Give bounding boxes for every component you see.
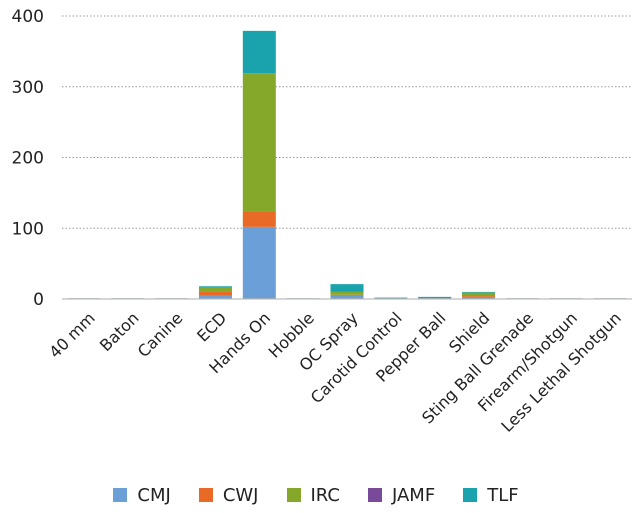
legend-swatch [113,488,128,502]
bar-segment-irc-6 [330,291,364,295]
legend-item-cmj: CMJ [113,484,171,506]
legend-label: IRC [310,484,341,506]
bar-segment-cwj-9 [462,296,496,298]
y-tick-label: 200 [12,149,44,169]
bar-segment-tlf-7 [374,297,408,299]
x-tick-label: Canine [134,308,187,361]
legend-swatch [198,488,213,502]
bars [67,30,627,300]
bar-segment-tlf-6 [330,284,364,292]
bar-segment-cmj-4 [242,226,276,299]
bar-segment-irc-4 [242,73,276,212]
y-tick-label: 0 [33,290,44,310]
bar-segment-cwj-3 [198,291,232,296]
legend-item-cwj: CWJ [198,484,259,506]
legend-swatch [463,488,478,502]
bar-segment-tlf-8 [418,296,452,299]
y-tick-label: 400 [12,7,44,27]
y-tick-label: 300 [12,78,44,98]
bar-segment-cmj-3 [198,295,232,299]
legend-label: CWJ [222,484,259,506]
legend-label: CMJ [137,484,171,506]
bar-segment-tlf-9 [462,291,496,293]
legend-swatch [368,488,382,502]
bar-segment-cwj-4 [242,211,276,227]
bar-segment-irc-9 [462,292,496,297]
legend-swatch [286,488,301,502]
gridlines [62,15,632,229]
bar-segment-irc-3 [198,287,232,292]
legend-item-jamf: JAMF [368,485,435,506]
y-axis-ticks: 0 100 200 300 400 [12,7,44,310]
x-tick-label: ECD [193,308,230,345]
bar-segment-tlf-4 [242,30,276,74]
legend-label: JAMF [392,484,436,506]
bar-segment-cwj-6 [330,294,364,296]
x-tick-label: 40 mm [45,308,98,361]
legend-item-irc: IRC [286,484,341,506]
legend-label: TLF [487,484,519,506]
bar-segment-cmj-6 [330,295,364,299]
y-tick-label: 100 [12,219,44,239]
legend: CMJ CWJ IRC JAMF TLF [0,480,632,510]
bar-segment-tlf-3 [198,286,232,288]
legend-item-tlf: TLF [463,484,519,506]
